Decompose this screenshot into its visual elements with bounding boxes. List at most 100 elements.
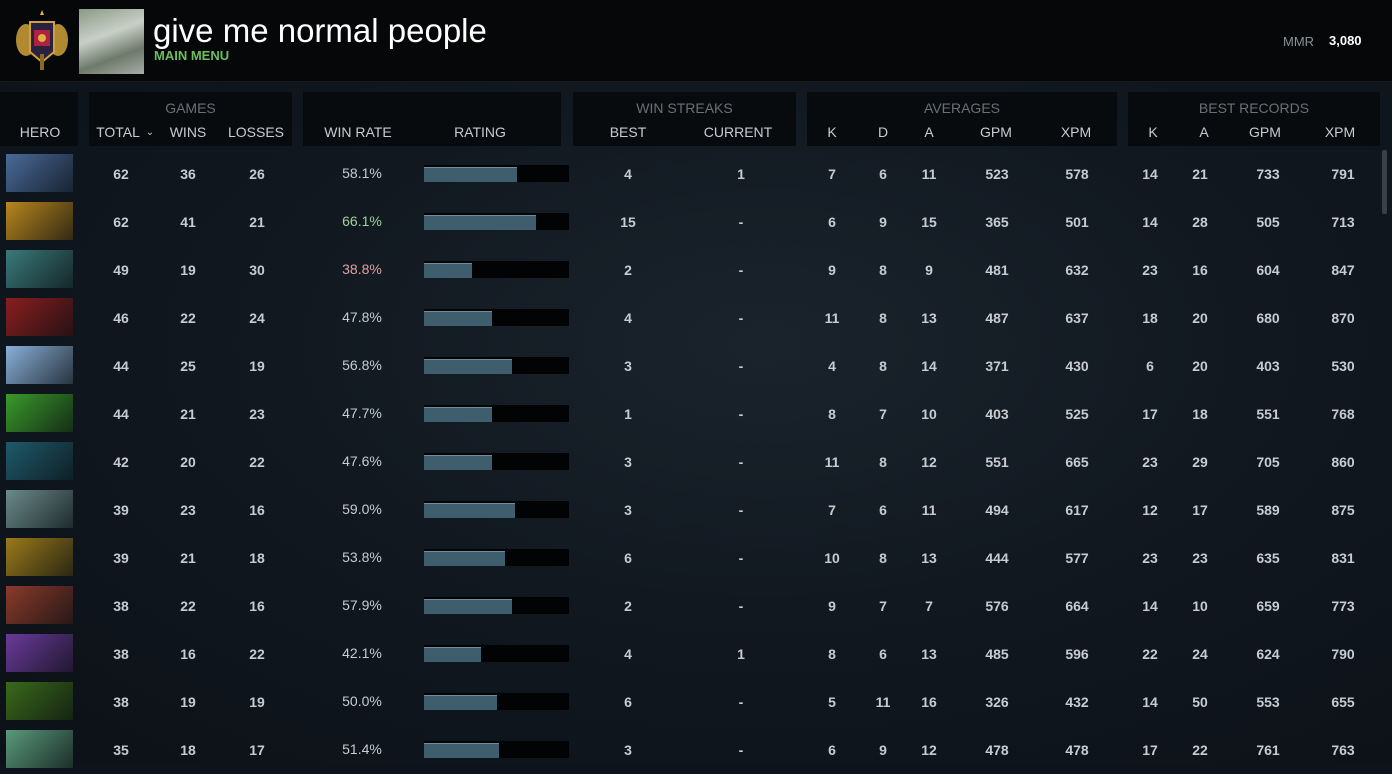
cell-losses: 19: [249, 358, 265, 374]
hero-portrait[interactable]: [6, 586, 73, 624]
cell-bgpm: 635: [1256, 550, 1280, 566]
col-avg-k[interactable]: K: [827, 124, 837, 140]
hero-portrait[interactable]: [6, 730, 73, 768]
rating-bar-fill: [424, 743, 500, 758]
hero-portrait[interactable]: [6, 154, 73, 192]
cell-gpm: 403: [985, 406, 1009, 422]
col-avg-gpm[interactable]: GPM: [980, 124, 1012, 140]
col-best-a[interactable]: A: [1199, 124, 1209, 140]
mmr-value: 3,080: [1329, 33, 1362, 48]
cell-wins: 41: [180, 214, 196, 230]
cell-losses: 22: [249, 646, 265, 662]
cell-a: 13: [921, 646, 937, 662]
cell-best: 3: [624, 454, 632, 470]
cell-losses: 18: [249, 550, 265, 566]
hero-portrait[interactable]: [6, 490, 73, 528]
rating-bar-fill: [424, 695, 497, 710]
cell-bgpm: 505: [1256, 214, 1280, 230]
cell-winrate: 50.0%: [342, 693, 382, 709]
col-best-k[interactable]: K: [1148, 124, 1158, 140]
cell-d: 9: [879, 742, 887, 758]
hero-portrait[interactable]: [6, 442, 73, 480]
table-row[interactable]: 46 22 24 47.8% 4 - 11 8 13 487 637 18 20 680 870: [0, 294, 1380, 342]
mmr-label: MMR: [1283, 34, 1315, 49]
table-row[interactable]: 49 19 30 38.8% 2 - 9 8 9 481 632 23 16 604 847: [0, 246, 1380, 294]
cell-gpm: 576: [985, 598, 1009, 614]
cell-bgpm: 551: [1256, 406, 1280, 422]
hero-portrait[interactable]: [6, 682, 73, 720]
table-row[interactable]: 44 25 19 56.8% 3 - 4 8 14 371 430 6 20 403 530: [0, 342, 1380, 390]
cell-current: -: [738, 742, 744, 758]
cell-gpm: 478: [985, 742, 1009, 758]
table-row[interactable]: 35 18 17 51.4% 3 - 6 9 12 478 478 17 22 761 763: [0, 726, 1380, 774]
col-avg-d[interactable]: D: [877, 124, 889, 140]
cell-k: 6: [828, 214, 836, 230]
cell-wins: 36: [180, 166, 196, 182]
cell-ba: 29: [1192, 454, 1208, 470]
col-current-streak[interactable]: CURRENT: [703, 124, 773, 140]
col-losses[interactable]: LOSSES: [227, 124, 285, 140]
cell-a: 10: [921, 406, 937, 422]
hero-portrait[interactable]: [6, 202, 73, 240]
col-winrate[interactable]: WIN RATE: [324, 124, 392, 140]
cell-bk: 14: [1142, 694, 1158, 710]
avatar[interactable]: [79, 9, 144, 74]
cell-bk: 23: [1142, 550, 1158, 566]
scrollbar[interactable]: [1382, 150, 1387, 214]
cell-d: 6: [879, 646, 887, 662]
cell-a: 13: [921, 550, 937, 566]
col-avg-a[interactable]: A: [924, 124, 934, 140]
cell-current: 1: [737, 646, 745, 662]
cell-bgpm: 403: [1256, 358, 1280, 374]
cell-xpm: 478: [1065, 742, 1089, 758]
cell-bgpm: 589: [1256, 502, 1280, 518]
col-avg-xpm[interactable]: XPM: [1060, 124, 1092, 140]
col-total[interactable]: TOTAL: [96, 124, 140, 140]
col-hero[interactable]: HERO: [19, 124, 61, 140]
main-menu-link[interactable]: MAIN MENU: [154, 48, 230, 63]
cell-ba: 24: [1192, 646, 1208, 662]
hero-portrait[interactable]: [6, 298, 73, 336]
cell-winrate: 47.6%: [342, 453, 382, 469]
streaks-group: [573, 92, 796, 146]
hero-portrait[interactable]: [6, 634, 73, 672]
cell-bxpm: 870: [1331, 310, 1355, 326]
cell-d: 6: [879, 502, 887, 518]
col-wins[interactable]: WINS: [169, 124, 207, 140]
table-row[interactable]: 39 21 18 53.8% 6 - 10 8 13 444 577 23 23 635 831: [0, 534, 1380, 582]
hero-portrait[interactable]: [6, 250, 73, 288]
cell-winrate: 47.7%: [342, 405, 382, 421]
cell-total: 62: [113, 166, 129, 182]
rating-bar-fill: [424, 551, 506, 566]
cell-xpm: 617: [1065, 502, 1089, 518]
col-best-gpm[interactable]: GPM: [1249, 124, 1281, 140]
col-best-xpm[interactable]: XPM: [1324, 124, 1356, 140]
table-row[interactable]: 39 23 16 59.0% 3 - 7 6 11 494 617 12 17 589 875: [0, 486, 1380, 534]
table-row[interactable]: 38 19 19 50.0% 6 - 5 11 16 326 432 14 50 553 655: [0, 678, 1380, 726]
table-row[interactable]: 44 21 23 47.7% 1 - 8 7 10 403 525 17 18 551 768: [0, 390, 1380, 438]
rating-bar: [424, 405, 569, 422]
cell-a: 9: [925, 262, 933, 278]
cell-d: 7: [879, 598, 887, 614]
cell-xpm: 632: [1065, 262, 1089, 278]
rating-bar-fill: [424, 599, 513, 614]
cell-ba: 17: [1192, 502, 1208, 518]
table-row[interactable]: 38 22 16 57.9% 2 - 9 7 7 576 664 14 10 659 773: [0, 582, 1380, 630]
cell-total: 39: [113, 502, 129, 518]
table-row[interactable]: 62 36 26 58.1% 4 1 7 6 11 523 578 14 21 733 791: [0, 150, 1380, 198]
cell-bxpm: 773: [1331, 598, 1355, 614]
table-row[interactable]: 38 16 22 42.1% 4 1 8 6 13 485 596 22 24 624 790: [0, 630, 1380, 678]
hero-portrait[interactable]: [6, 538, 73, 576]
hero-portrait[interactable]: [6, 346, 73, 384]
cell-best: 15: [620, 214, 636, 230]
cell-total: 49: [113, 262, 129, 278]
table-row[interactable]: 62 41 21 66.1% 15 - 6 9 15 365 501 14 28 505 713: [0, 198, 1380, 246]
cell-d: 8: [879, 262, 887, 278]
table-row[interactable]: 42 20 22 47.6% 3 - 11 8 12 551 665 23 29 705 860: [0, 438, 1380, 486]
cell-k: 4: [828, 358, 836, 374]
hero-portrait[interactable]: [6, 394, 73, 432]
cell-bgpm: 761: [1256, 742, 1280, 758]
col-rating[interactable]: RATING: [454, 124, 506, 140]
rate-group: [303, 92, 561, 146]
col-best-streak[interactable]: BEST: [609, 124, 647, 140]
